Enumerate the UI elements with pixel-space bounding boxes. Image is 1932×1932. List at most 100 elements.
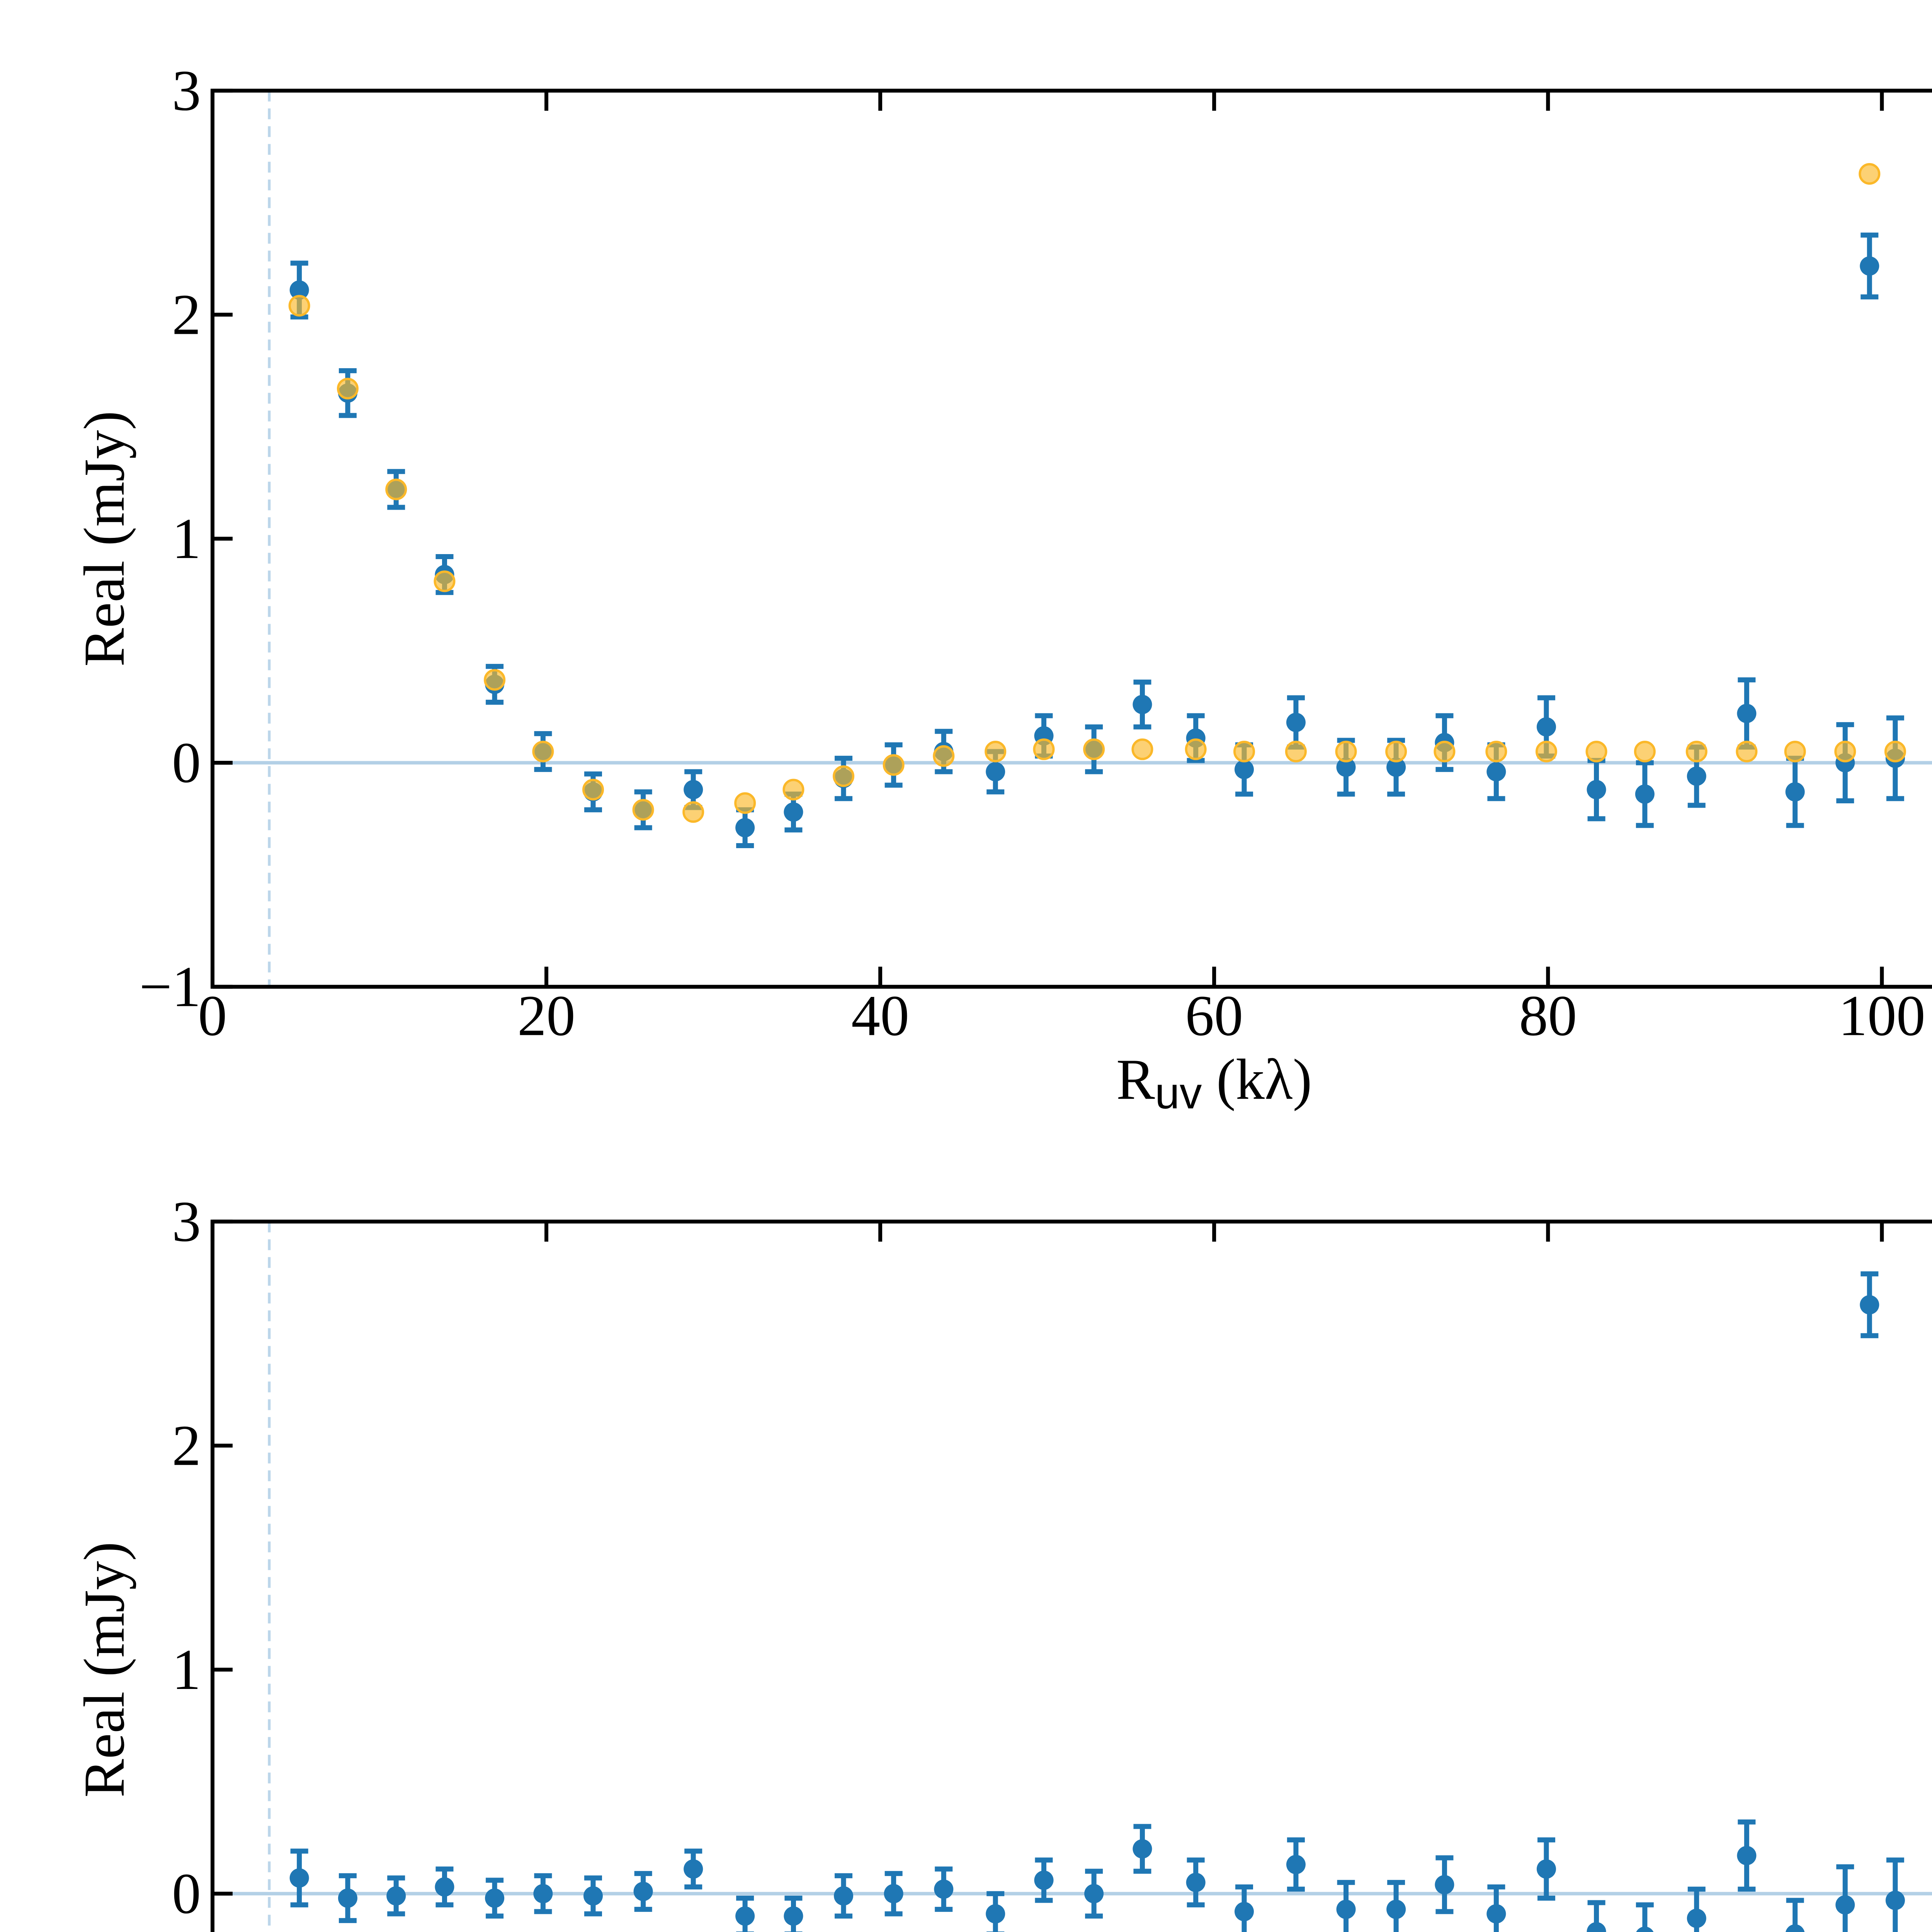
model-point (337, 378, 359, 400)
data-point (1687, 1908, 1706, 1928)
data-point (1133, 695, 1152, 714)
x-tick-label: 20 (517, 984, 575, 1048)
data-point (1587, 780, 1606, 799)
model-point (782, 779, 804, 801)
data-point (735, 1906, 755, 1926)
data-point (1737, 1846, 1757, 1866)
data-point (684, 780, 703, 799)
data-point (289, 1868, 309, 1888)
model-point (1033, 738, 1055, 760)
data-point (1133, 1839, 1152, 1859)
data-point (1084, 1884, 1104, 1903)
data-point (1587, 1922, 1606, 1932)
model-point (582, 779, 604, 801)
data-point (1286, 1855, 1306, 1874)
data-point (1885, 1891, 1905, 1910)
data-point (1034, 1870, 1054, 1890)
y-tick-label: 0 (172, 731, 201, 795)
model-point (933, 745, 955, 767)
data-point (633, 1881, 653, 1901)
model-point (1784, 740, 1806, 762)
y-tick-label: 2 (172, 1413, 201, 1478)
model-point (1185, 738, 1207, 760)
model-point (434, 570, 456, 592)
data-point (986, 762, 1005, 782)
model-point (1385, 740, 1407, 762)
data-point (1536, 717, 1556, 737)
x-tick-label: 100 (1838, 984, 1925, 1048)
data-point (684, 1859, 703, 1879)
data-point (485, 1888, 505, 1908)
model-point (632, 799, 654, 821)
y-axis-label: Real (mJy) (72, 1542, 136, 1798)
legend-marker-data (1860, 1295, 1879, 1315)
data-point (1687, 766, 1706, 786)
data-point (289, 280, 309, 300)
data-point (934, 1879, 954, 1899)
data-point (1336, 1900, 1356, 1919)
model-point (1535, 740, 1557, 762)
data-point (884, 1884, 903, 1903)
data-point (1737, 704, 1757, 723)
model-point (288, 295, 310, 317)
legend-marker-model (1859, 163, 1881, 185)
data-point (1234, 760, 1254, 779)
legend-marker-data (1860, 256, 1879, 276)
y-tick-label: 2 (172, 282, 201, 347)
model-point (1585, 740, 1607, 762)
y-tick-label: 3 (172, 1189, 201, 1253)
data-point (784, 802, 803, 822)
data-point (435, 1877, 454, 1897)
x-tick-label: 80 (1519, 984, 1577, 1048)
model-point (532, 740, 554, 762)
data-point (834, 1886, 854, 1906)
y-tick-label: 1 (172, 507, 201, 571)
x-tick-label: 40 (851, 984, 909, 1048)
data-point (986, 1904, 1005, 1923)
data-point (1286, 713, 1306, 732)
model-point (1434, 740, 1456, 762)
data-point (1186, 1872, 1206, 1892)
x-tick-label: 60 (1185, 984, 1243, 1048)
data-point (1336, 757, 1356, 777)
data-point (1785, 782, 1805, 802)
data-point (1835, 1895, 1855, 1915)
y-axis-label: Real (mJy) (72, 411, 136, 667)
model-point (734, 792, 756, 814)
data-point (1786, 1924, 1805, 1932)
data-point (1435, 1875, 1454, 1895)
data-point (784, 1906, 803, 1926)
data-point (1386, 1900, 1406, 1919)
model-point (1233, 740, 1255, 762)
data-point (1234, 1902, 1254, 1922)
model-point (1485, 740, 1507, 762)
data-point (386, 1886, 406, 1906)
model-point (985, 740, 1007, 762)
data-point (1386, 757, 1406, 777)
model-point (1685, 740, 1708, 762)
model-point (682, 801, 704, 823)
data-point (1536, 1859, 1556, 1879)
x-axis-label: Ruv (kλ) (1116, 1048, 1312, 1118)
model-point (385, 478, 407, 500)
model-point (1834, 740, 1856, 762)
model-point (1335, 740, 1357, 762)
model-point (1083, 738, 1105, 760)
y-tick-label: 3 (172, 59, 201, 123)
axes-frame (210, 88, 1932, 989)
model-point (1131, 738, 1153, 760)
axes-frame (210, 1219, 1932, 1932)
x-tick-label: 0 (198, 984, 227, 1048)
data-point (583, 1886, 603, 1906)
y-tick-label: −1 (139, 955, 201, 1019)
data-point (735, 818, 755, 838)
model-point (833, 765, 855, 787)
model-point (484, 669, 506, 691)
model-point (1736, 740, 1758, 762)
data-point (533, 1884, 553, 1903)
model-point (883, 754, 905, 776)
y-tick-label: 0 (172, 1862, 201, 1926)
data-point (338, 1888, 357, 1908)
